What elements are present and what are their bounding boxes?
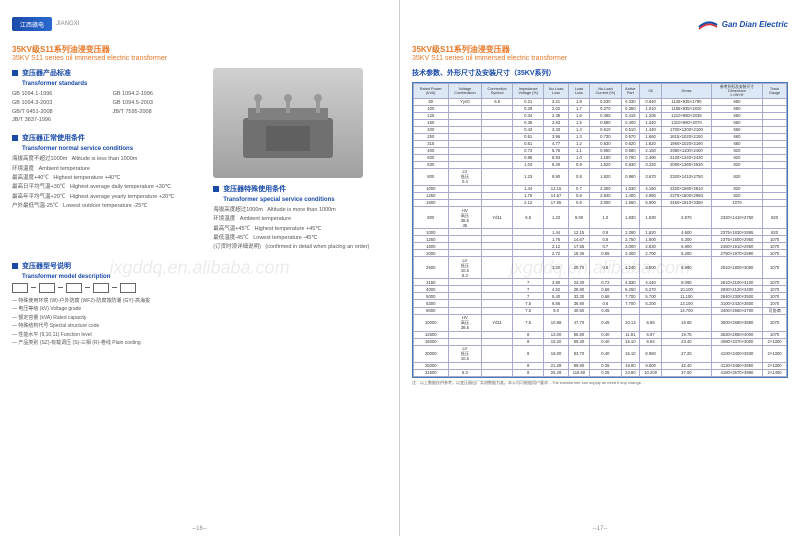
title-cn-r: 35KV级S11系列油浸变压器: [412, 44, 788, 55]
page-17: Gan Dian Electric 35KV级S11系列油浸变压器 35KV S…: [400, 0, 800, 536]
title-cn: 35KV级S11系列油浸变压器: [12, 44, 387, 55]
table-footnote: 注：以上数据仅供参考，以变压器出厂实测数据为准。本公司可根据用户要求…The t…: [412, 380, 788, 386]
page-number-left: --16--: [0, 526, 399, 532]
page-spread: 江西赣电 JIANGXI 35KV级S11系列油浸变压器 35KV S11 se…: [0, 0, 800, 536]
header-right: Gan Dian Electric: [412, 12, 788, 36]
transformer-image-wrap: 变压器特殊使用条件 Transformer special service co…: [213, 68, 387, 261]
special-list: 海拔高度超过1000m Altitude is more than 1000m环…: [213, 206, 387, 253]
standards-col1: GB 1094.1-1996GB 1094.3-2003GB/T 6451-20…: [12, 90, 103, 125]
service-list: 海拔高度不超过1000m Altitude is less than 1000m…: [12, 155, 203, 211]
page-16: 江西赣电 JIANGXI 35KV级S11系列油浸变压器 35KV S11 se…: [0, 0, 400, 536]
model-notes: — 特殊使用环境 (W)-户外防腐 (WF2)-防腐蚀防潮 (GY)-高海拔— …: [12, 297, 387, 348]
standards-col2: GB 1094.2-1996GB 1094.5-2003JB/T 7595-20…: [113, 90, 204, 125]
bullet-icon: [12, 263, 18, 269]
logo-right: Gan Dian Electric: [698, 17, 788, 31]
service-hd-en: Transformer normal service conditions: [22, 146, 203, 152]
service-section: 变压器正常使用条件 Transformer normal service con…: [12, 133, 203, 211]
swoosh-icon: [698, 17, 718, 31]
transformer-icon: [228, 78, 348, 168]
header-left: 江西赣电 JIANGXI: [12, 12, 387, 36]
brand-sub: JIANGXI: [56, 21, 79, 27]
model-hd-cn: 变压器型号说明: [22, 261, 71, 271]
brand-name: Gan Dian Electric: [722, 20, 788, 29]
special-section: 变压器特殊使用条件 Transformer special service co…: [213, 184, 387, 253]
logo-left: 江西赣电 JIANGXI: [12, 17, 79, 31]
model-section: 变压器型号说明 Transformer model description — …: [12, 261, 387, 348]
transformer-photo: [213, 68, 363, 178]
upper-layout: 变压器产品标准 Transformer standards GB 1094.1-…: [12, 68, 387, 261]
special-hd-cn: 变压器特殊使用条件: [223, 184, 286, 194]
tech-hd: 技术参数、外形尺寸及安装尺寸（35KV系列）: [412, 68, 788, 78]
bullet-icon: [12, 135, 18, 141]
special-hd-en: Transformer special service conditions: [223, 197, 387, 203]
standards-section: 变压器产品标准 Transformer standards GB 1094.1-…: [12, 68, 203, 125]
title-en: 35KV S11 series oil immersed electric tr…: [12, 55, 387, 62]
page-number-right: --17--: [400, 526, 800, 532]
bullet-icon: [213, 186, 219, 192]
spec-table-wrap: Rated Power(kVA)VoltageCombinationConnec…: [412, 82, 788, 378]
model-boxes: [12, 283, 387, 293]
service-hd-cn: 变压器正常使用条件: [22, 133, 85, 143]
spec-table: Rated Power(kVA)VoltageCombinationConnec…: [413, 83, 787, 377]
standards-hd-en: Transformer standards: [22, 81, 203, 87]
bullet-icon: [12, 70, 18, 76]
brand-badge: 江西赣电: [12, 17, 52, 31]
title-en-r: 35KV S11 series oil immersed electric tr…: [412, 55, 788, 62]
model-hd-en: Transformer model description: [22, 274, 387, 280]
standards-hd-cn: 变压器产品标准: [22, 68, 71, 78]
